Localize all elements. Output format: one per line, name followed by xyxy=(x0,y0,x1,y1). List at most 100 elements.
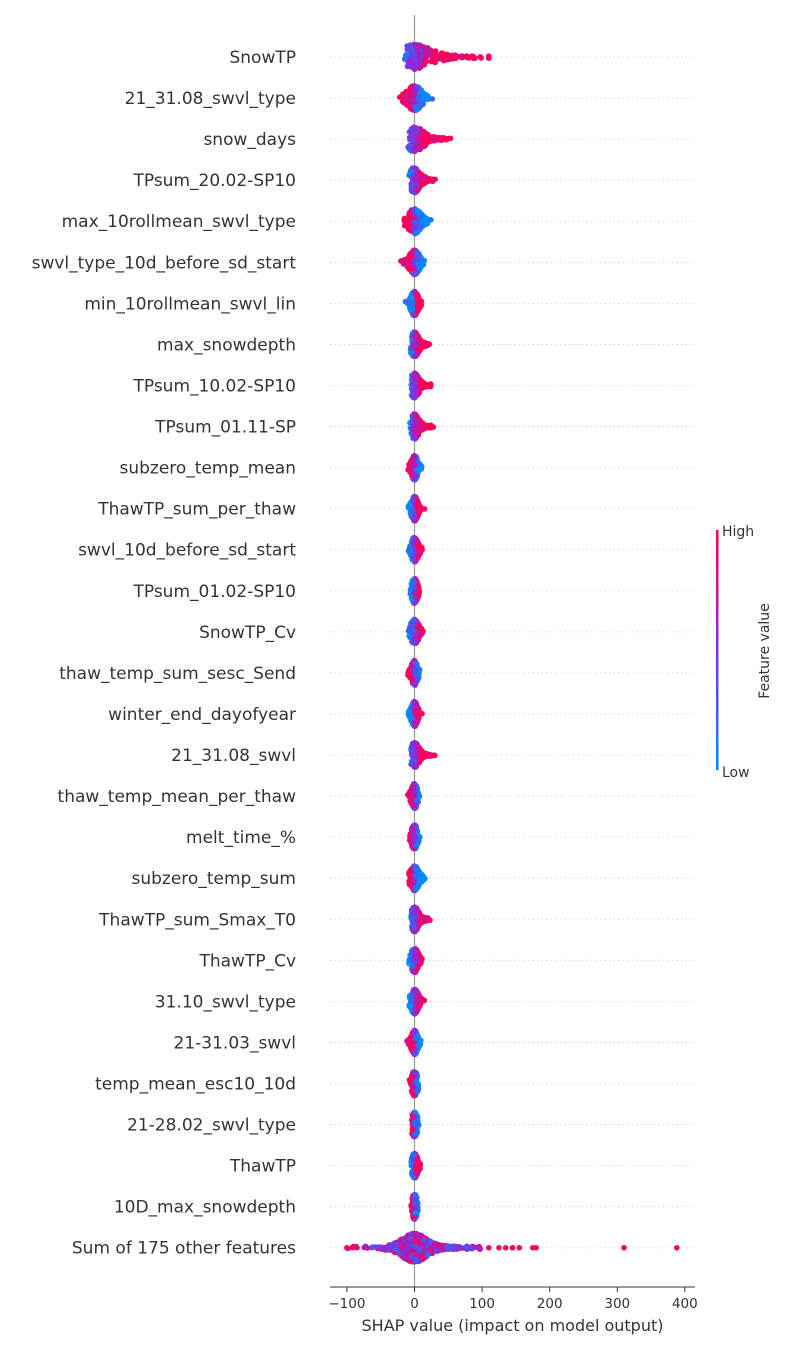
shap-point xyxy=(409,146,416,152)
shap-point xyxy=(404,63,411,70)
shap-point xyxy=(412,671,419,677)
shap-point xyxy=(413,374,419,380)
feature-points-6 xyxy=(398,247,428,278)
row-gridlines xyxy=(330,56,695,1249)
shap-point xyxy=(416,93,422,100)
shap-point xyxy=(421,140,428,147)
shap-point xyxy=(420,176,427,182)
shap-point xyxy=(413,418,420,425)
shap-point xyxy=(416,625,423,632)
shap-point xyxy=(411,682,418,688)
shap-points xyxy=(344,41,680,1265)
shap-point xyxy=(412,42,418,49)
shap-point xyxy=(410,620,417,626)
shap-point xyxy=(412,750,418,756)
shap-point xyxy=(409,187,415,194)
shap-point xyxy=(411,214,417,220)
shap-point xyxy=(407,675,414,681)
shap-point xyxy=(433,134,439,141)
shap-point xyxy=(413,181,419,187)
shap-point xyxy=(416,380,423,387)
shap-point xyxy=(409,552,415,558)
shap-point xyxy=(406,46,412,53)
shap-point xyxy=(418,337,424,344)
shap-point xyxy=(415,346,422,353)
feature-points-2 xyxy=(397,83,436,113)
shap-point xyxy=(426,137,432,143)
shap-point xyxy=(409,295,415,302)
shap-point xyxy=(412,64,419,71)
shap-point xyxy=(423,91,429,98)
shap-point xyxy=(411,579,418,586)
shap-point xyxy=(418,215,424,221)
shap-point xyxy=(405,709,412,715)
feature-points-13 xyxy=(405,534,425,565)
shap-point xyxy=(415,553,421,560)
feature-points-17 xyxy=(405,698,425,729)
shap-point xyxy=(443,135,450,142)
feature-points-12 xyxy=(405,493,428,524)
shap-point xyxy=(411,628,417,634)
shap-point xyxy=(411,270,418,277)
shap-point xyxy=(417,461,424,468)
shap-point xyxy=(403,92,410,99)
shap-point xyxy=(397,94,403,100)
shap-point xyxy=(408,169,415,175)
shap-point xyxy=(438,50,445,56)
shap-point xyxy=(403,257,409,263)
shap-point xyxy=(410,247,417,254)
feature-points-3 xyxy=(405,124,454,155)
shap-point xyxy=(413,129,419,136)
shap-point xyxy=(477,54,484,60)
shap-point xyxy=(413,700,419,706)
shap-point xyxy=(410,96,417,103)
shap-point xyxy=(411,455,417,462)
shap-point xyxy=(408,301,415,308)
shap-point xyxy=(470,53,476,60)
shap-point xyxy=(448,54,455,61)
shap-point xyxy=(431,752,438,759)
shap-point xyxy=(414,307,421,313)
shap-point xyxy=(425,96,431,103)
shap-point xyxy=(412,436,419,442)
shap-point xyxy=(413,224,420,231)
shap-point xyxy=(415,261,422,268)
shap-point xyxy=(412,393,418,400)
feature-points-11 xyxy=(405,452,425,483)
shap-point xyxy=(412,353,418,359)
shap-point xyxy=(420,134,427,140)
shap-point xyxy=(411,333,418,339)
shap-point xyxy=(421,220,428,226)
shap-point xyxy=(413,713,420,719)
shap-point xyxy=(413,429,420,435)
shap-point xyxy=(412,722,419,728)
shap-point xyxy=(410,534,417,541)
shap-point xyxy=(425,341,432,347)
shap-point xyxy=(419,181,425,188)
shap-point xyxy=(413,86,420,92)
shap-point xyxy=(413,740,419,747)
shap-point xyxy=(410,801,417,808)
feature-points-16 xyxy=(405,657,423,688)
shap-point xyxy=(411,785,417,792)
shap-point xyxy=(412,472,418,479)
shap-point xyxy=(412,104,419,110)
shap-point xyxy=(412,125,419,132)
shap-point xyxy=(429,96,436,102)
shap-point xyxy=(415,545,422,552)
shap-point xyxy=(411,219,418,226)
shap-point xyxy=(420,101,426,107)
shap-point xyxy=(401,216,408,223)
feature-points-10 xyxy=(407,411,437,442)
feature-points-18 xyxy=(408,740,438,770)
shap-point xyxy=(411,341,417,348)
shap-point xyxy=(418,53,425,59)
feature-points-8 xyxy=(407,329,433,360)
feature-points-19 xyxy=(405,780,423,812)
shap-point xyxy=(412,589,418,596)
shap-point xyxy=(486,53,492,59)
shap-point xyxy=(444,51,451,58)
shap-point xyxy=(412,462,418,468)
shap-point xyxy=(427,49,433,55)
